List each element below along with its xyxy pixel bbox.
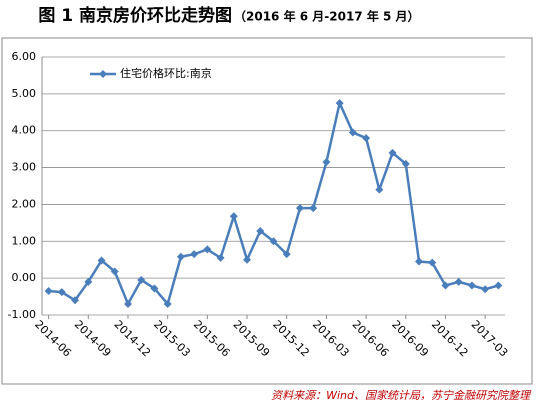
point bbox=[441, 281, 450, 290]
chart-title: 图 1 南京房价环比走势图 bbox=[38, 5, 232, 26]
point bbox=[494, 281, 503, 290]
point bbox=[203, 245, 212, 254]
point bbox=[110, 267, 119, 276]
point bbox=[348, 128, 357, 137]
point bbox=[309, 204, 318, 213]
point bbox=[57, 288, 66, 297]
point bbox=[375, 185, 384, 194]
point bbox=[295, 204, 304, 213]
point bbox=[335, 99, 344, 108]
point bbox=[44, 287, 53, 296]
point bbox=[401, 159, 410, 168]
point bbox=[229, 212, 238, 221]
y-tick-label: 6.00 bbox=[12, 50, 37, 63]
point bbox=[137, 275, 146, 284]
point bbox=[362, 134, 371, 143]
legend-marker bbox=[99, 70, 107, 78]
y-tick-label: 0.00 bbox=[12, 271, 37, 284]
point bbox=[216, 253, 225, 262]
legend-label: 住宅价格环比:南京 bbox=[120, 66, 212, 80]
point bbox=[176, 252, 185, 261]
point bbox=[415, 257, 424, 266]
point bbox=[150, 284, 159, 293]
chart-subtitle: （2016 年 6 月-2017 年 5 月） bbox=[234, 9, 420, 24]
point bbox=[428, 258, 437, 267]
point bbox=[243, 255, 252, 264]
y-tick-label: 2.00 bbox=[12, 197, 37, 210]
point bbox=[388, 148, 397, 157]
point bbox=[282, 250, 291, 259]
point bbox=[84, 277, 93, 286]
y-tick-label: -1.00 bbox=[8, 308, 36, 321]
point bbox=[322, 158, 331, 167]
y-tick-label: 4.00 bbox=[12, 124, 37, 137]
point bbox=[163, 299, 172, 308]
point bbox=[467, 281, 476, 290]
chart-frame bbox=[1, 37, 533, 385]
y-tick-label: 3.00 bbox=[12, 161, 37, 174]
point bbox=[454, 277, 463, 286]
point bbox=[190, 250, 199, 259]
point bbox=[71, 296, 80, 305]
point bbox=[481, 285, 490, 294]
point bbox=[269, 237, 278, 246]
y-tick-label: 1.00 bbox=[12, 234, 37, 247]
point bbox=[97, 256, 106, 265]
point bbox=[256, 226, 265, 235]
y-tick-label: 5.00 bbox=[12, 87, 37, 100]
source-note: 资料来源：Wind、国家统计局，苏宁金融研究院整理 bbox=[271, 389, 532, 402]
point bbox=[123, 299, 132, 308]
